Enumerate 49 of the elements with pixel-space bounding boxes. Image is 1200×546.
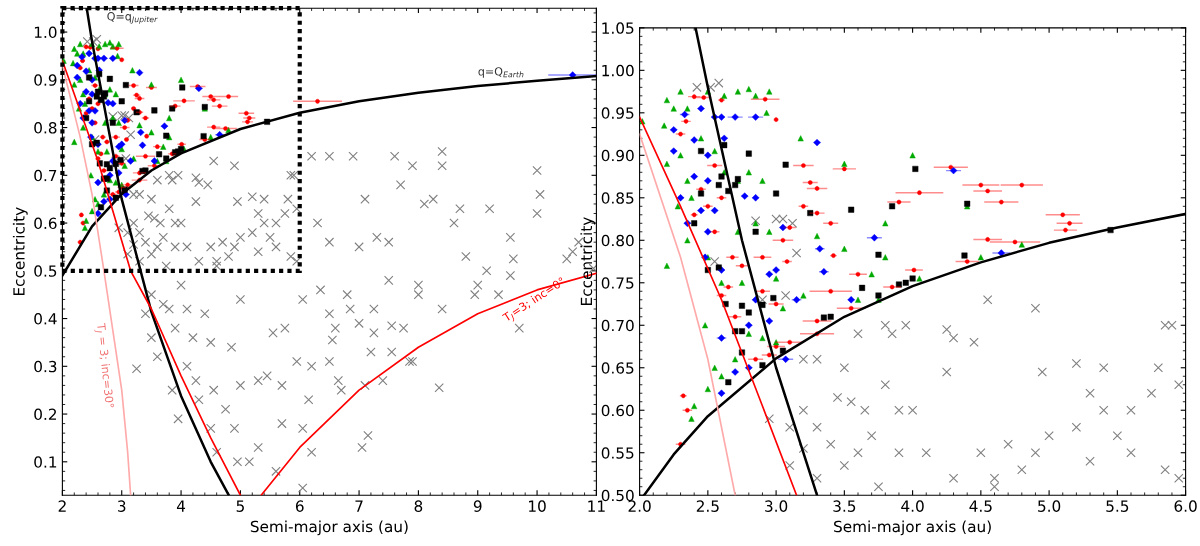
y-tick-label: 0.60	[601, 404, 634, 417]
y-tick-label: 0.3	[34, 360, 57, 373]
y-tick-label: 0.6	[34, 217, 57, 230]
y-tick-label: 0.4	[34, 313, 57, 325]
y-tick-label: 0.85	[601, 192, 634, 204]
x-axis-title: Semi-major axis (au)	[834, 520, 991, 536]
y-tick-label: 0.95	[601, 107, 634, 119]
x-tick-label: 5.5	[1106, 500, 1129, 512]
annotation: q=Q$_{Earth}$	[478, 67, 524, 78]
x-tick-label: 5.0	[1038, 500, 1061, 512]
y-tick-label: 0.8	[34, 122, 57, 134]
y-tick-label: 1.05	[602, 22, 634, 34]
y-tick-label: 0.70	[601, 319, 634, 332]
x-tick-label: 4.0	[901, 500, 924, 512]
annotation: T$_{J}$=3; inc=0°	[501, 276, 568, 325]
annotation: Q=q$_{Jupiter}$	[107, 12, 158, 24]
y-tick-label: 1.00	[602, 64, 634, 77]
x-tick-label: 6	[295, 500, 304, 512]
x-tick-label: 3.5	[833, 500, 856, 512]
x-tick-label: 11	[588, 500, 605, 512]
y-tick-label: 1.0	[34, 26, 57, 39]
y-axis-title: Eccentricity	[580, 217, 596, 305]
x-tick-label: 9	[473, 500, 482, 512]
x-tick-label: 2.5	[696, 500, 719, 512]
x-tick-label: 4	[176, 500, 186, 512]
x-tick-label: 4.5	[969, 500, 992, 512]
x-tick-label: 3	[118, 500, 126, 512]
x-tick-label: 3.0	[765, 500, 788, 512]
y-tick-label: 0.65	[601, 362, 634, 374]
y-tick-label: 0.2	[34, 408, 57, 421]
x-tick-label: 10	[529, 500, 546, 512]
x-tick-label: 7	[355, 500, 363, 512]
x-tick-label: 5	[236, 500, 244, 512]
x-tick-label: 2	[58, 500, 66, 512]
y-tick-label: 0.7	[34, 169, 57, 182]
y-tick-label: 0.80	[601, 234, 634, 247]
x-tick-label: 6.0	[1174, 500, 1197, 512]
y-tick-label: 0.9	[34, 74, 57, 86]
x-tick-label: 8	[414, 500, 423, 512]
y-tick-label: 0.50	[601, 489, 634, 502]
y-tick-label: 0.5	[34, 265, 57, 277]
y-tick-label: 0.55	[601, 447, 634, 459]
annotation: T$_{J}$ = 3; inc=30°	[93, 322, 115, 409]
y-axis-title: Eccentricity	[12, 207, 28, 296]
y-tick-label: 0.90	[601, 149, 634, 162]
x-axis-title: Semi-major axis (au)	[250, 520, 408, 536]
y-tick-label: 0.1	[34, 456, 57, 468]
y-tick-label: 0.75	[601, 277, 634, 289]
x-tick-label: 2.0	[628, 500, 651, 512]
